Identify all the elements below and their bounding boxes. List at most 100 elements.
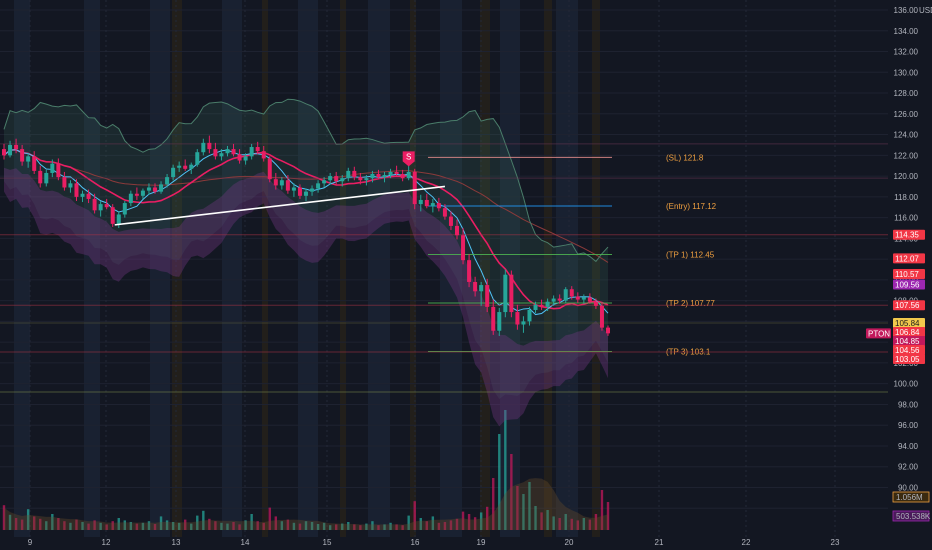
candle-body[interactable] (62, 177, 67, 188)
candle[interactable] (62, 171, 67, 191)
volume-tag[interactable] (892, 510, 930, 522)
candle[interactable] (491, 299, 496, 335)
candle-body[interactable] (509, 274, 514, 313)
price-tag[interactable] (893, 336, 925, 347)
candle-body[interactable] (467, 260, 472, 282)
candle[interactable] (497, 307, 502, 336)
time-axis[interactable]: 9 12 13 14 15 16 19 20 21 22 23 (0, 537, 932, 550)
candle-body[interactable] (20, 149, 25, 162)
candle-body[interactable] (376, 174, 381, 178)
candle-body[interactable] (418, 199, 423, 205)
candle[interactable] (340, 175, 345, 187)
candle[interactable] (473, 276, 478, 297)
candle[interactable] (587, 293, 592, 304)
candle-body[interactable] (146, 187, 151, 191)
candle[interactable] (376, 169, 381, 180)
candle[interactable] (442, 204, 447, 220)
candle[interactable] (461, 227, 466, 265)
candle[interactable] (153, 183, 157, 194)
candle[interactable] (322, 177, 327, 188)
price-tag[interactable] (893, 229, 925, 240)
candle-body[interactable] (406, 171, 411, 179)
candle[interactable] (122, 200, 127, 218)
candle-body[interactable] (442, 208, 447, 217)
candle-body[interactable] (533, 304, 538, 310)
candle[interactable] (599, 302, 604, 331)
price-tag[interactable] (866, 328, 891, 339)
candle-body[interactable] (297, 187, 302, 196)
candle[interactable] (467, 253, 472, 288)
candle-body[interactable] (159, 184, 164, 192)
price-tag[interactable] (893, 327, 925, 338)
candle-body[interactable] (273, 179, 278, 186)
candle[interactable] (436, 197, 441, 212)
candle[interactable] (74, 179, 79, 201)
candle-body[interactable] (370, 174, 375, 179)
candle[interactable] (86, 189, 91, 204)
candle-body[interactable] (213, 149, 218, 157)
candle-body[interactable] (171, 167, 176, 178)
candle-body[interactable] (195, 152, 200, 165)
price-tag[interactable] (893, 253, 925, 264)
candle-body[interactable] (243, 156, 248, 161)
candle-body[interactable] (255, 147, 260, 152)
candle[interactable] (243, 153, 248, 165)
candle-body[interactable] (569, 289, 574, 297)
candle[interactable] (267, 156, 272, 183)
candle[interactable] (26, 153, 31, 168)
candle-body[interactable] (261, 151, 266, 159)
candle[interactable] (273, 172, 278, 190)
candle-body[interactable] (2, 149, 6, 156)
candle[interactable] (98, 200, 103, 217)
candle-body[interactable] (98, 204, 103, 211)
candle[interactable] (503, 269, 508, 318)
candle[interactable] (545, 298, 550, 312)
candle[interactable] (38, 165, 43, 188)
candle-body[interactable] (455, 225, 459, 236)
candle[interactable] (237, 149, 242, 164)
candle-body[interactable] (153, 187, 157, 192)
candle[interactable] (418, 194, 423, 212)
candle[interactable] (219, 149, 224, 161)
price-tag[interactable] (893, 268, 925, 279)
candle-body[interactable] (322, 180, 327, 184)
candle-body[interactable] (50, 163, 55, 173)
candle-body[interactable] (473, 281, 478, 292)
candle-body[interactable] (140, 190, 145, 196)
candle[interactable] (310, 185, 315, 196)
candle[interactable] (183, 159, 188, 171)
candle[interactable] (110, 204, 115, 227)
candle-body[interactable] (340, 178, 345, 182)
candle-body[interactable] (86, 193, 91, 199)
candle[interactable] (56, 158, 61, 181)
candle[interactable] (412, 168, 417, 210)
candle-body[interactable] (394, 171, 399, 175)
candle[interactable] (146, 183, 151, 195)
candle-body[interactable] (225, 149, 230, 154)
candle[interactable] (539, 299, 544, 310)
candle[interactable] (249, 143, 254, 160)
candlesticks[interactable] (2, 135, 610, 336)
candle-body[interactable] (291, 187, 296, 191)
sell-signal-marker[interactable] (402, 151, 415, 167)
candle-body[interactable] (521, 321, 526, 325)
candle-body[interactable] (448, 216, 453, 226)
candle-body[interactable] (189, 164, 194, 169)
candle-body[interactable] (606, 327, 610, 334)
candle[interactable] (213, 142, 218, 160)
candle[interactable] (606, 325, 610, 336)
candle-body[interactable] (68, 183, 73, 188)
candle[interactable] (334, 171, 339, 185)
candle[interactable] (509, 270, 514, 318)
candle[interactable] (557, 294, 562, 304)
candle[interactable] (479, 281, 484, 306)
candle-body[interactable] (539, 304, 544, 307)
candle[interactable] (255, 141, 260, 155)
candle-body[interactable] (503, 274, 508, 313)
candle-body[interactable] (110, 207, 115, 224)
candle[interactable] (346, 167, 351, 182)
candle[interactable] (382, 171, 387, 183)
candle[interactable] (159, 181, 164, 194)
candle-body[interactable] (491, 306, 496, 331)
